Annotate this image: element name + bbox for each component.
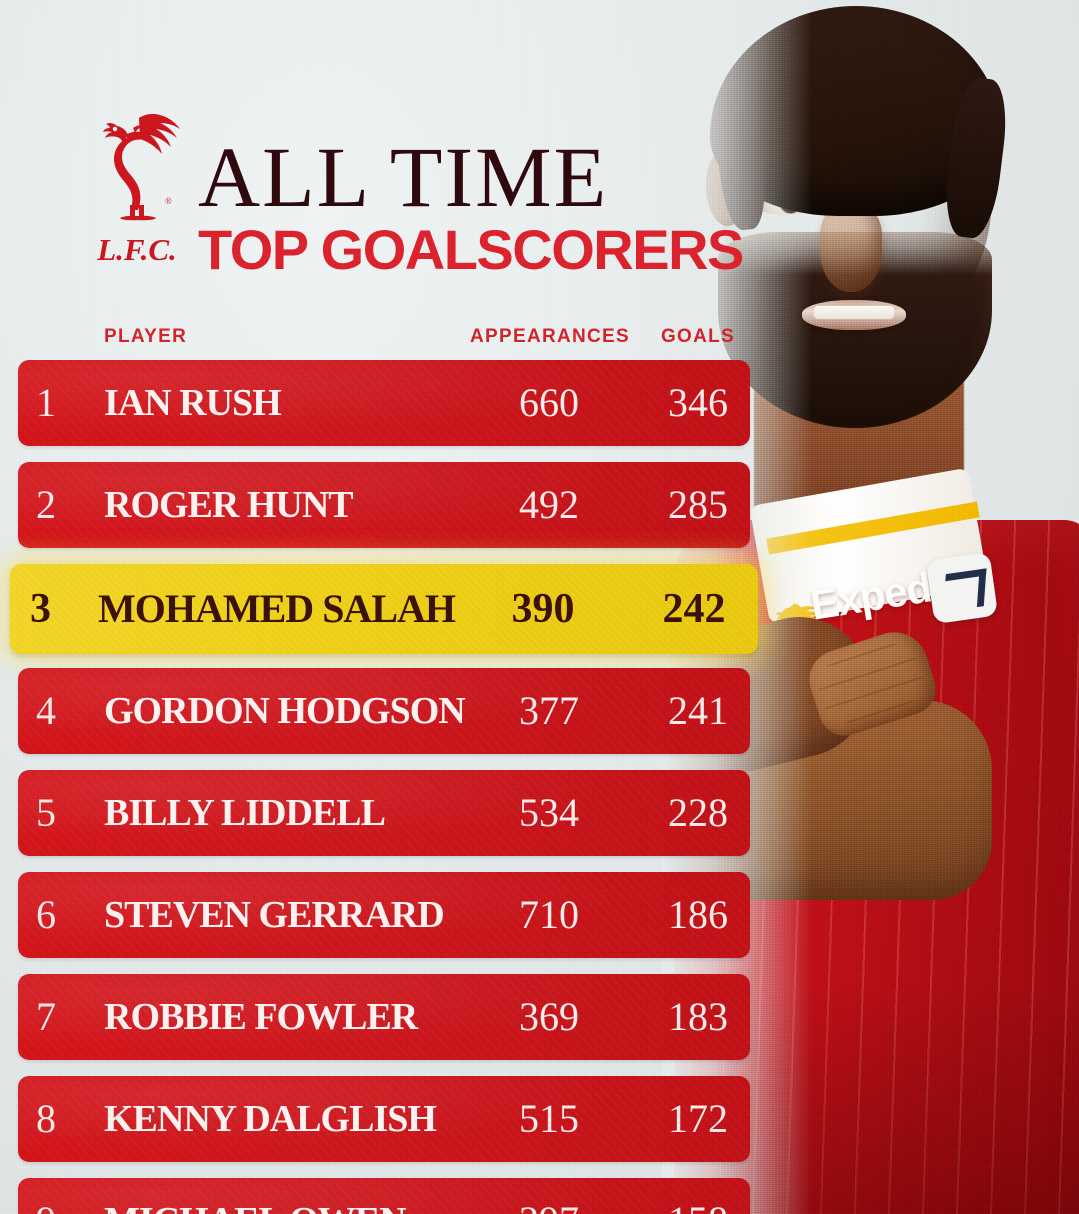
row-player-name: MICHAEL OWEN [104,1178,407,1214]
lfc-logo-label: L.F.C. [97,232,177,267]
row-player-name: GORDON HODGSON [104,690,466,732]
row-goals: 241 [668,688,728,733]
row-player-name: STEVEN GERRARD [104,894,445,936]
row-rank: 9 [36,1178,56,1214]
poster-header: ® L.F.C. ALL TIME TOP GOALSCORERS [0,0,780,300]
table-row: 6 STEVEN GERRARD 710 186 [0,872,780,966]
column-header-goals: GOALS [660,326,736,347]
row-appearances: 534 [519,790,579,835]
row-appearances: 390 [511,586,575,632]
table-column-headers: PLAYER APPEARANCES GOALS [0,318,780,360]
row-goals: 285 [668,482,728,527]
svg-text:®: ® [165,196,172,206]
table-row: 1 IAN RUSH 660 346 [0,360,780,454]
row-goals: 242 [662,586,726,632]
row-goals: 346 [668,380,728,425]
row-bar [18,668,750,754]
table-row: 2 ROGER HUNT 492 285 [0,462,780,556]
table-row: 8 KENNY DALGLISH 515 172 [0,1076,780,1170]
liverbird-icon: ® [103,114,180,221]
teeth [814,306,894,319]
column-header-player: PLAYER [104,326,188,347]
row-player-name: ROGER HUNT [104,484,354,526]
row-rank: 4 [36,688,56,733]
row-player-name: KENNY DALGLISH [104,1098,437,1140]
table-row: 7 ROBBIE FOWLER 369 183 [0,974,780,1068]
row-rank: 5 [36,790,56,835]
player-photo: L.F.C. Expedia [662,0,1079,1214]
table-row: 9 MICHAEL OWEN 297 158 [0,1178,780,1214]
page-title-line2: TOP GOALSCORERS [198,218,744,281]
lfc-logo: ® L.F.C. [78,112,196,282]
row-appearances: 369 [519,994,579,1039]
row-appearances: 660 [519,380,579,425]
row-rank: 1 [36,380,56,425]
row-bar [18,1076,750,1162]
row-player-name: ROBBIE FOWLER [104,996,418,1038]
row-rank: 6 [36,892,56,937]
row-player-name: MOHAMED SALAH [98,586,456,631]
row-appearances: 492 [519,482,579,527]
table-row: 3 MOHAMED SALAH 390 242 [0,564,780,660]
row-appearances: 297 [470,1178,628,1214]
row-appearances: 377 [519,688,579,733]
row-bar [18,1178,750,1214]
row-player-name: BILLY LIDDELL [104,792,386,834]
row-bar [10,564,758,654]
row-bar [18,974,750,1060]
table-body: 1 IAN RUSH 660 346 2 ROGER HUNT 492 285 3 MOHAMED… [0,360,780,1214]
column-header-appearances: APPEARANCES [470,326,630,347]
row-appearances: 515 [519,1096,579,1141]
table-row: 4 GORDON HODGSON 377 241 [0,668,780,762]
row-goals: 172 [668,1096,728,1141]
row-rank: 3 [30,586,51,632]
row-goals: 183 [668,994,728,1039]
row-bar [18,360,750,446]
nose [820,206,882,292]
row-rank: 2 [36,482,56,527]
page-title-line1: ALL TIME [198,129,609,225]
row-bar [18,872,750,958]
row-player-name: IAN RUSH [104,382,282,424]
row-rank: 7 [36,994,56,1039]
row-rank: 8 [36,1096,56,1141]
goalscorers-table: PLAYER APPEARANCES GOALS 1 IAN RUSH 660 346… [0,318,780,1214]
table-row: 5 BILLY LIDDELL 534 228 [0,770,780,864]
row-goals: 186 [668,892,728,937]
row-goals: 228 [668,790,728,835]
row-goals: 158 [652,1178,744,1214]
row-bar [18,770,750,856]
row-bar [18,462,750,548]
expedia-logo-icon [925,551,999,625]
row-appearances: 710 [519,892,579,937]
